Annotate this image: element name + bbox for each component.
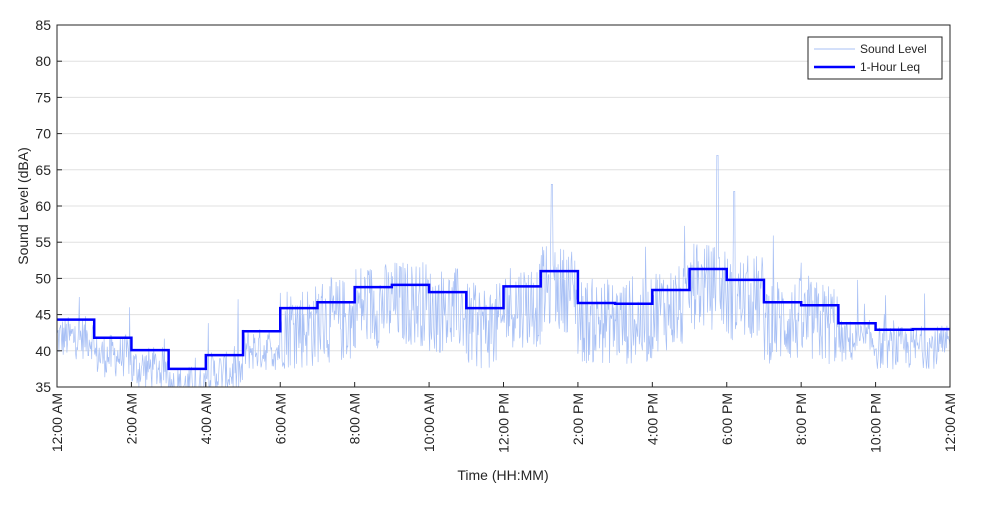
y-tick-label: 80	[35, 53, 51, 69]
y-tick-label: 85	[35, 17, 51, 33]
y-tick-label: 55	[35, 234, 51, 250]
legend-box	[807, 36, 943, 80]
y-tick-label: 35	[35, 379, 51, 395]
y-tick-label: 75	[35, 89, 51, 105]
legend: Sound Level 1-Hour Leq	[807, 36, 943, 80]
x-tick-label: 10:00 AM	[421, 393, 437, 452]
x-tick-label: 8:00 PM	[793, 393, 809, 445]
y-tick-label: 65	[35, 162, 51, 178]
x-tick-label: 12:00 AM	[49, 393, 65, 452]
x-tick-label: 4:00 PM	[644, 393, 660, 445]
y-tick-label: 50	[35, 270, 51, 286]
y-tick-label: 40	[35, 343, 51, 359]
legend-label-leq: 1-Hour Leq	[860, 60, 920, 74]
x-tick-label: 4:00 AM	[198, 393, 214, 444]
x-tick-label: 6:00 AM	[272, 393, 288, 444]
y-tick-label: 45	[35, 307, 51, 323]
leq-step-line	[57, 267, 950, 371]
x-tick-label: 6:00 PM	[719, 393, 735, 445]
x-tick-label: 12:00 AM	[942, 393, 958, 452]
legend-label-sound-level: Sound Level	[860, 42, 927, 56]
x-tick-label: 2:00 PM	[570, 393, 586, 445]
x-tick-label: 8:00 AM	[347, 393, 363, 444]
x-tick-label: 12:00 PM	[496, 393, 512, 453]
x-axis-label: Time (HH:MM)	[457, 467, 548, 483]
y-tick-label: 60	[35, 198, 51, 214]
y-axis-label: Sound Level (dBA)	[15, 147, 31, 265]
x-tick-label: 10:00 PM	[868, 393, 884, 453]
y-tick-label: 70	[35, 126, 51, 142]
x-tick-label: 2:00 AM	[123, 393, 139, 444]
